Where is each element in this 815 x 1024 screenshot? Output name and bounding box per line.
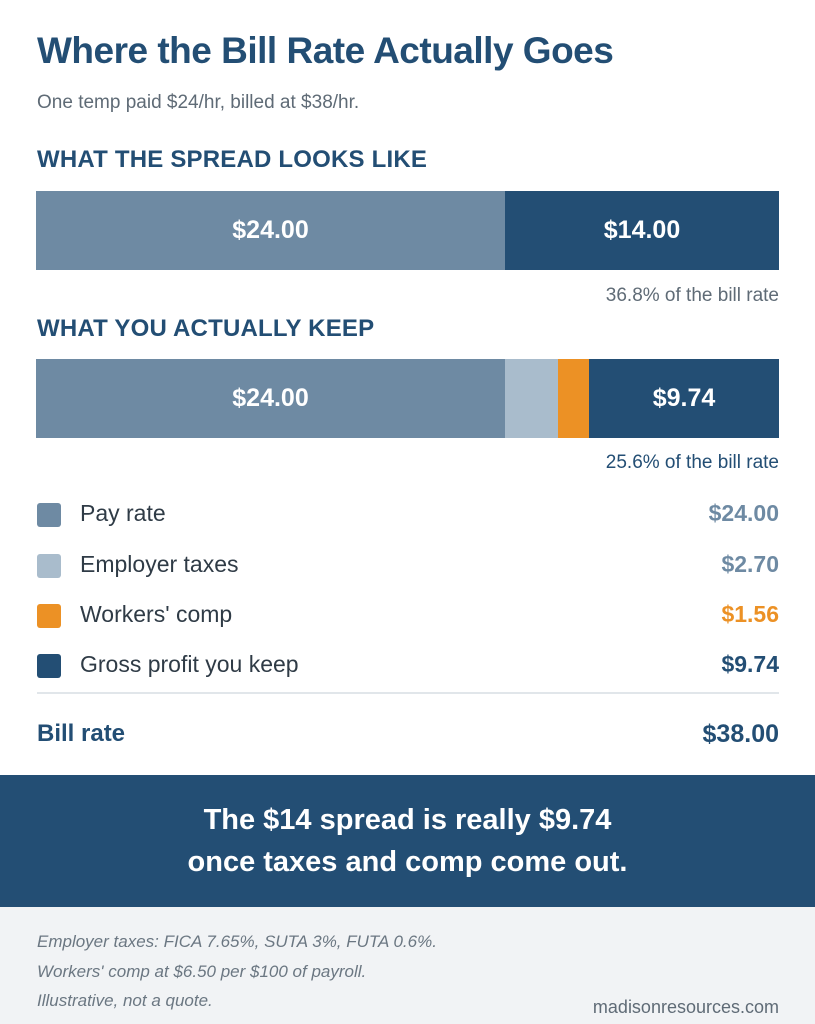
bar-segment-gross-profit: $9.74	[589, 359, 779, 438]
divider	[37, 692, 779, 694]
footer: Employer taxes: FICA 7.65%, SUTA 3%, FUT…	[0, 907, 815, 1024]
banner-line-2: once taxes and comp come out.	[187, 846, 628, 878]
bill-rate-label: Bill rate	[37, 720, 126, 747]
legend-item-employer-taxes: Employer taxes $2.70	[37, 549, 779, 581]
legend-item-gross-profit: Gross profit you keep $9.74	[37, 649, 779, 681]
bill-rate-value: $38.00	[702, 720, 779, 748]
bar-data-label: $9.74	[652, 384, 716, 412]
legend-swatch	[37, 554, 61, 578]
bar-segment-pay-rate: $24.00	[36, 359, 505, 438]
spread-annotation: 36.8% of the bill rate	[605, 285, 779, 306]
legend-item-workers-comp: Workers' comp $1.56	[37, 599, 779, 631]
keep-bar: $24.00 $9.74	[36, 359, 779, 438]
page-subtitle: One temp paid $24/hr, billed at $38/hr.	[37, 92, 360, 113]
bar-segment-pay-rate: $24.00	[36, 191, 505, 270]
bar-data-label: $14.00	[603, 216, 681, 244]
page-title: Where the Bill Rate Actually Goes	[37, 30, 614, 71]
keep-annotation: 25.6% of the bill rate	[605, 452, 779, 473]
footnote-disclaimer: Illustrative, not a quote.	[37, 991, 213, 1010]
bar-data-label: $24.00	[232, 384, 309, 412]
spread-bar: $24.00 $14.00	[36, 191, 779, 270]
bar-segment-workers-comp	[558, 359, 589, 438]
summary-banner: The $14 spread is really $9.74 once taxe…	[0, 775, 815, 907]
legend-value: $24.00	[708, 500, 779, 526]
bar-data-label: $24.00	[232, 216, 309, 244]
legend-swatch	[37, 503, 61, 527]
legend-item-pay-rate: Pay rate $24.00	[37, 498, 779, 530]
footnote-comp: Workers' comp at $6.50 per $100 of payro…	[37, 962, 367, 981]
banner-line-1: The $14 spread is really $9.74	[203, 804, 612, 836]
legend-label: Gross profit you keep	[80, 651, 299, 677]
spread-chart-title: WHAT THE SPREAD LOOKS LIKE	[37, 146, 428, 173]
legend-value: $1.56	[721, 601, 779, 627]
legend-label: Pay rate	[80, 500, 166, 526]
legend-value: $9.74	[721, 651, 779, 677]
legend-swatch	[37, 654, 61, 678]
legend-value: $2.70	[721, 551, 779, 577]
legend-label: Workers' comp	[80, 601, 233, 627]
legend-swatch	[37, 604, 61, 628]
bar-segment-spread: $14.00	[505, 191, 779, 270]
footnote-taxes: Employer taxes: FICA 7.65%, SUTA 3%, FUT…	[37, 932, 437, 951]
site-url: madisonresources.com	[592, 997, 779, 1017]
keep-chart-title: WHAT YOU ACTUALLY KEEP	[37, 315, 375, 342]
legend-label: Employer taxes	[80, 551, 239, 577]
bar-segment-employer-taxes	[505, 359, 558, 438]
